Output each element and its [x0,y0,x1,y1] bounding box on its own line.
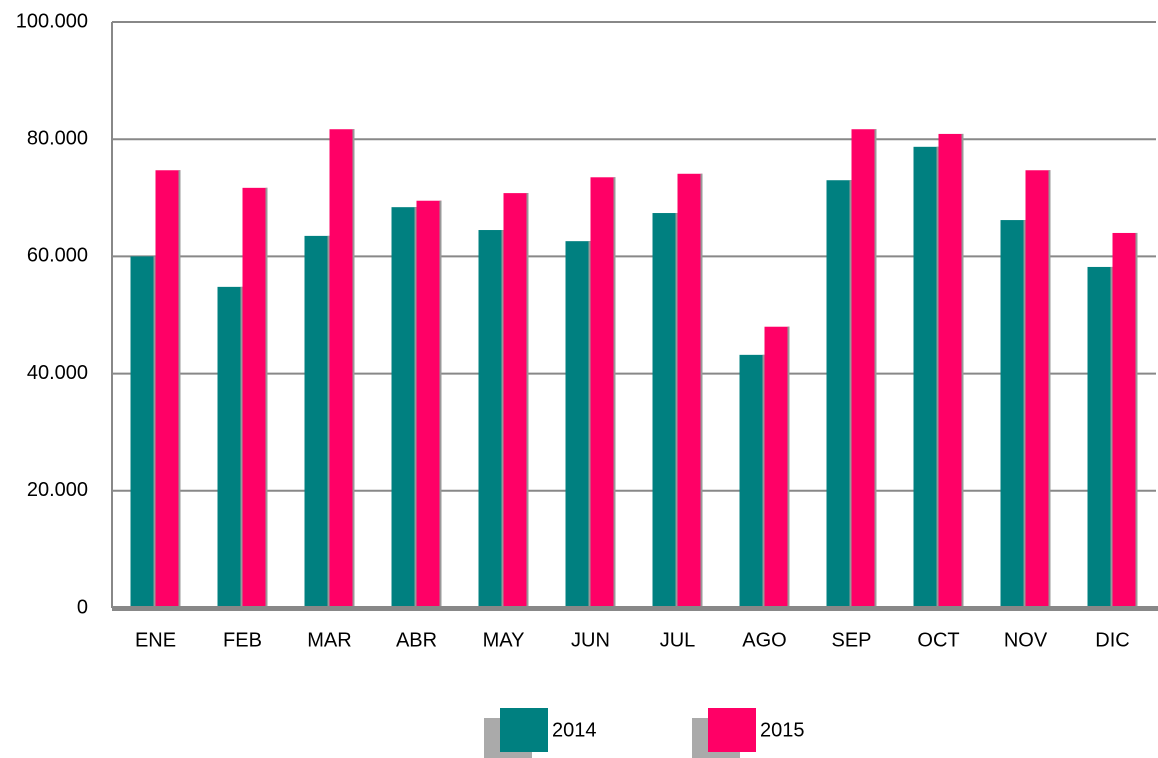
bar [1087,266,1113,608]
x-tick-label: OCT [917,629,959,651]
bar [217,286,243,608]
bar-side [961,133,964,608]
legend-swatch [500,708,548,752]
bar-side [588,241,591,608]
bar-side [700,173,703,609]
bar-side [327,235,330,608]
bar-side [936,146,939,608]
bar-side [1135,232,1138,608]
bar-side [265,187,268,608]
bar [938,133,964,608]
bar [1112,232,1138,608]
bar-side [1023,220,1026,608]
x-tick-label: SEP [831,629,871,651]
bar [851,129,877,608]
bar-side [240,286,243,608]
y-tick-label: 20.000 [27,479,88,501]
bar [565,241,591,608]
bar [1000,220,1026,608]
x-tick-label: JUN [571,629,610,651]
bar [739,354,765,608]
bar [242,187,268,608]
bar-side [675,213,678,608]
y-tick-label: 60.000 [27,245,88,267]
x-tick-label: JUL [660,629,696,651]
bar [155,170,181,608]
legend-label: 2014 [552,719,597,741]
bar [130,256,156,608]
x-tick-label: MAY [483,629,525,651]
x-tick-label: DIC [1095,629,1129,651]
bar [304,235,330,608]
bar-side [849,180,852,608]
bar-side [153,256,156,608]
bar [416,200,442,609]
y-tick-label: 40.000 [27,362,88,384]
legend-label: 2015 [760,719,805,741]
bar [503,193,529,608]
bar [677,173,703,609]
bar [1025,170,1051,608]
y-tick-label: 100.000 [16,10,88,32]
bar [652,213,678,608]
legend-swatch [708,708,756,752]
bar-side [1048,170,1051,608]
y-tick-label: 80.000 [27,127,88,149]
bar [913,146,939,608]
x-tick-label: NOV [1004,629,1048,651]
bar-side [352,129,355,608]
x-tick-label: FEB [223,629,262,651]
x-tick-label: ENE [135,629,176,651]
bar [391,207,417,608]
bar-side [501,230,504,608]
bar [764,326,790,608]
bar [478,230,504,608]
bar-side [874,129,877,608]
bar-side [1110,266,1113,608]
bar-side [613,177,616,609]
bar-side [178,170,181,608]
bar-side [787,326,790,608]
bar-side [526,193,529,608]
y-tick-label: 0 [77,596,88,618]
x-tick-label: AGO [742,629,786,651]
bar [329,129,355,608]
bar-side [762,354,765,608]
x-axis [112,606,1158,611]
bar [826,180,852,608]
x-tick-label: MAR [307,629,351,651]
bar-side [414,207,417,608]
bar [590,177,616,609]
bar-side [439,200,442,609]
x-tick-label: ABR [396,629,437,651]
